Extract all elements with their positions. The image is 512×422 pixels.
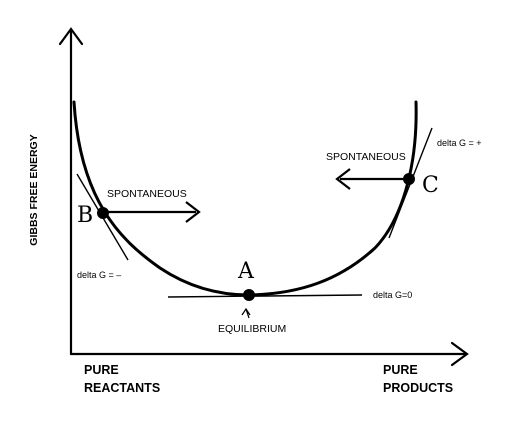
pure-reactants-label-line1: PURE bbox=[84, 363, 119, 377]
y-axis-arrowhead bbox=[58, 27, 84, 46]
x-axis-arrowhead bbox=[450, 341, 469, 367]
tangent-label-c: delta G = + bbox=[437, 138, 482, 148]
point-b-group: B SPONTANEOUS delta G = – bbox=[76, 173, 201, 280]
point-a-letter: A bbox=[237, 259, 255, 284]
spontaneous-arrow-b-head bbox=[185, 201, 201, 223]
point-c-group: C SPONTANEOUS delta G = + bbox=[326, 127, 482, 239]
y-axis-label: GIBBS FREE ENERGY bbox=[28, 134, 40, 245]
pure-products-label-line1: PURE bbox=[383, 363, 418, 377]
tangent-label-b: delta G = – bbox=[77, 270, 121, 280]
point-a-marker bbox=[243, 289, 255, 301]
spontaneous-arrow-c-head bbox=[335, 168, 351, 190]
pure-reactants-label-line2: REACTANTS bbox=[84, 381, 160, 395]
point-a-pointer-icon bbox=[241, 307, 251, 319]
equilibrium-label: EQUILIBRIUM bbox=[218, 323, 286, 335]
tangent-label-a: delta G=0 bbox=[373, 290, 412, 300]
point-b-letter: B bbox=[77, 203, 93, 228]
spontaneous-label-b: SPONTANEOUS bbox=[107, 188, 187, 200]
point-c-letter: C bbox=[422, 173, 439, 198]
point-a-group: A delta G=0 EQUILIBRIUM bbox=[167, 259, 412, 335]
spontaneous-label-c: SPONTANEOUS bbox=[326, 151, 406, 163]
tangent-line-a bbox=[167, 294, 363, 298]
pure-products-label-line2: PRODUCTS bbox=[383, 381, 453, 395]
axes bbox=[58, 27, 469, 367]
